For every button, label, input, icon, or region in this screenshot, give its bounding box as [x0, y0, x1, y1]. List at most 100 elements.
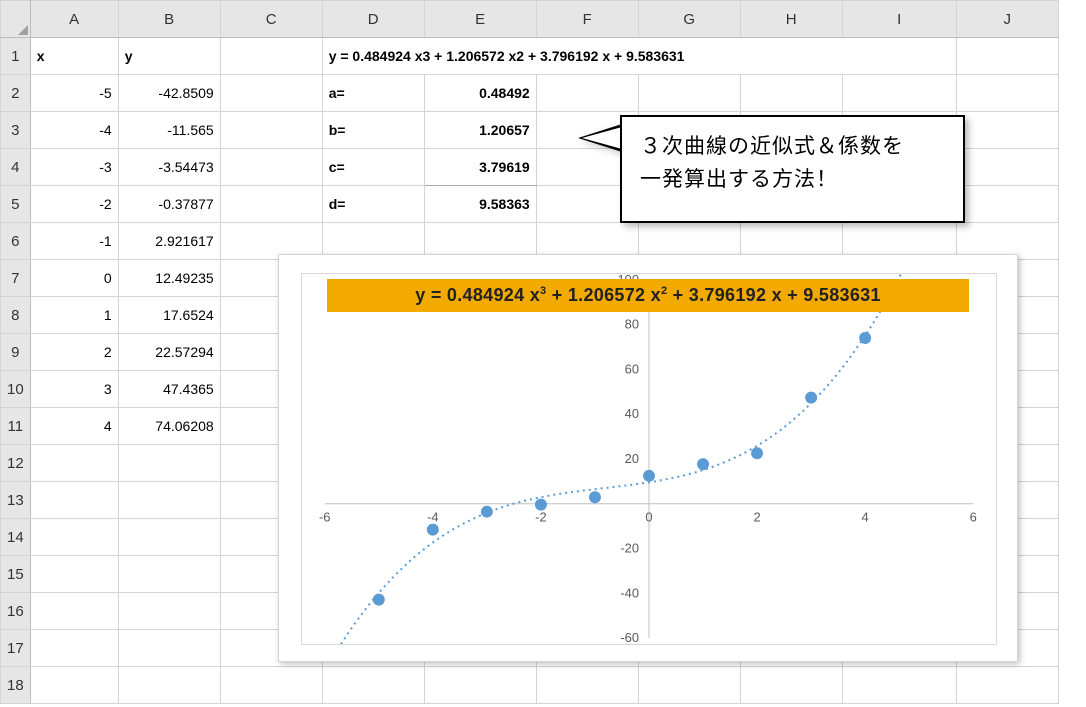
cell-B2[interactable]: -42.8509	[118, 75, 220, 112]
select-all-corner[interactable]	[1, 1, 31, 38]
cell-A2[interactable]: -5	[30, 75, 118, 112]
row-header-18[interactable]: 18	[1, 667, 31, 704]
cell-C5[interactable]	[220, 186, 322, 223]
col-header-F[interactable]: F	[536, 1, 638, 38]
callout-box[interactable]: ３次曲線の近似式＆係数を 一発算出する方法！	[620, 115, 965, 223]
cell-B17[interactable]	[118, 630, 220, 667]
row-header-8[interactable]: 8	[1, 297, 31, 334]
row-header-14[interactable]: 14	[1, 519, 31, 556]
cell-B16[interactable]	[118, 593, 220, 630]
cell-D4[interactable]: c=	[322, 149, 424, 186]
cell-D2[interactable]: a=	[322, 75, 424, 112]
svg-text:20: 20	[625, 451, 639, 466]
row-header-1[interactable]: 1	[1, 38, 31, 75]
cell-A13[interactable]	[30, 482, 118, 519]
cell-H18[interactable]	[740, 667, 842, 704]
cell-H2[interactable]	[740, 75, 842, 112]
cell-B7[interactable]: 12.49235	[118, 260, 220, 297]
cell-E3[interactable]: 1.20657	[424, 112, 536, 149]
cell-B18[interactable]	[118, 667, 220, 704]
row-header-13[interactable]: 13	[1, 482, 31, 519]
cell-B1[interactable]: y	[118, 38, 220, 75]
cell-B13[interactable]	[118, 482, 220, 519]
cell-A18[interactable]	[30, 667, 118, 704]
cell-A16[interactable]	[30, 593, 118, 630]
col-header-H[interactable]: H	[740, 1, 842, 38]
cell-B12[interactable]	[118, 445, 220, 482]
row-header-15[interactable]: 15	[1, 556, 31, 593]
cell-E5[interactable]: 9.58363	[424, 186, 536, 223]
cell-A3[interactable]: -4	[30, 112, 118, 149]
chart-frame[interactable]: -6-4-20246-60-40-2020406080100 y = 0.484…	[278, 254, 1018, 662]
row-header-7[interactable]: 7	[1, 260, 31, 297]
cell-A17[interactable]	[30, 630, 118, 667]
row-header-11[interactable]: 11	[1, 408, 31, 445]
cell-J1[interactable]	[956, 38, 1058, 75]
cell-B14[interactable]	[118, 519, 220, 556]
cell-A14[interactable]	[30, 519, 118, 556]
col-header-E[interactable]: E	[424, 1, 536, 38]
cell-D3[interactable]: b=	[322, 112, 424, 149]
col-header-A[interactable]: A	[30, 1, 118, 38]
row-header-9[interactable]: 9	[1, 334, 31, 371]
cell-A7[interactable]: 0	[30, 260, 118, 297]
col-header-I[interactable]: I	[842, 1, 956, 38]
cell-I18[interactable]	[842, 667, 956, 704]
row-header-5[interactable]: 5	[1, 186, 31, 223]
cell-J3[interactable]	[956, 112, 1058, 149]
row-header-6[interactable]: 6	[1, 223, 31, 260]
cell-J2[interactable]	[956, 75, 1058, 112]
cell-B8[interactable]: 17.6524	[118, 297, 220, 334]
cell-C2[interactable]	[220, 75, 322, 112]
cell-C1[interactable]	[220, 38, 322, 75]
cell-B3[interactable]: -11.565	[118, 112, 220, 149]
cell-A6[interactable]: -1	[30, 223, 118, 260]
cell-G2[interactable]	[638, 75, 740, 112]
cell-C3[interactable]	[220, 112, 322, 149]
cell-B10[interactable]: 47.4365	[118, 371, 220, 408]
cell-B5[interactable]: -0.37877	[118, 186, 220, 223]
col-header-B[interactable]: B	[118, 1, 220, 38]
cell-B9[interactable]: 22.57294	[118, 334, 220, 371]
svg-text:-2: -2	[535, 510, 547, 525]
cell-G18[interactable]	[638, 667, 740, 704]
col-header-C[interactable]: C	[220, 1, 322, 38]
cell-E18[interactable]	[424, 667, 536, 704]
row-header-12[interactable]: 12	[1, 445, 31, 482]
cell-B4[interactable]: -3.54473	[118, 149, 220, 186]
cell-E4[interactable]: 3.79619	[424, 149, 536, 186]
cell-A10[interactable]: 3	[30, 371, 118, 408]
col-header-J[interactable]: J	[956, 1, 1058, 38]
cell-C18[interactable]	[220, 667, 322, 704]
cell-A1[interactable]: x	[30, 38, 118, 75]
cell-equation[interactable]: y = 0.484924 x3 + 1.206572 x2 + 3.796192…	[322, 38, 956, 75]
cell-F2[interactable]	[536, 75, 638, 112]
cell-A8[interactable]: 1	[30, 297, 118, 334]
cell-B11[interactable]: 74.06208	[118, 408, 220, 445]
row-header-16[interactable]: 16	[1, 593, 31, 630]
cell-J18[interactable]	[956, 667, 1058, 704]
row-header-2[interactable]: 2	[1, 75, 31, 112]
row-header-4[interactable]: 4	[1, 149, 31, 186]
row-header-3[interactable]: 3	[1, 112, 31, 149]
cell-B6[interactable]: 2.921617	[118, 223, 220, 260]
row-header-10[interactable]: 10	[1, 371, 31, 408]
cell-J5[interactable]	[956, 186, 1058, 223]
col-header-D[interactable]: D	[322, 1, 424, 38]
cell-A15[interactable]	[30, 556, 118, 593]
cell-A12[interactable]	[30, 445, 118, 482]
cell-F18[interactable]	[536, 667, 638, 704]
cell-A9[interactable]: 2	[30, 334, 118, 371]
cell-C4[interactable]	[220, 149, 322, 186]
cell-J4[interactable]	[956, 149, 1058, 186]
cell-B15[interactable]	[118, 556, 220, 593]
cell-A4[interactable]: -3	[30, 149, 118, 186]
cell-D5[interactable]: d=	[322, 186, 424, 223]
row-header-17[interactable]: 17	[1, 630, 31, 667]
cell-E2[interactable]: 0.48492	[424, 75, 536, 112]
col-header-G[interactable]: G	[638, 1, 740, 38]
cell-D18[interactable]	[322, 667, 424, 704]
cell-A5[interactable]: -2	[30, 186, 118, 223]
cell-I2[interactable]	[842, 75, 956, 112]
cell-A11[interactable]: 4	[30, 408, 118, 445]
